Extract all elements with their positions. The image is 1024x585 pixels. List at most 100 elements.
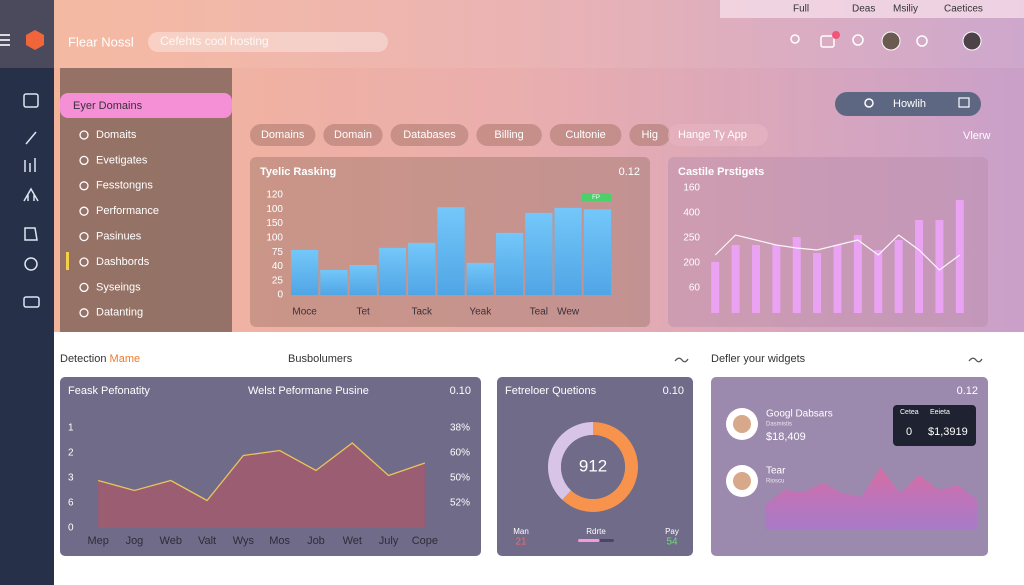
chart-badge: 0.12 <box>619 166 640 178</box>
y-tick-label: 40 <box>272 261 284 272</box>
nav-icon[interactable] <box>23 187 39 202</box>
collapse-icons <box>674 357 983 363</box>
stat-card <box>893 405 976 446</box>
y-tick-label: 1 <box>68 423 74 434</box>
bar <box>813 253 822 313</box>
bar <box>935 220 944 313</box>
card-header: Eeieta <box>930 409 950 416</box>
app-select[interactable] <box>668 124 768 146</box>
y-tick-label: 200 <box>683 258 700 269</box>
y-tick-label: 120 <box>266 190 283 201</box>
menu-item[interactable]: Datanting <box>96 307 143 319</box>
top-menu-item[interactable]: Deas <box>852 4 875 15</box>
menu-item[interactable]: Dashbords <box>96 256 150 268</box>
section-title-highlight: Mame <box>110 353 141 365</box>
x-tick-label: Mep <box>87 535 108 547</box>
filter-chip[interactable] <box>476 124 542 146</box>
chart-title: Tyelic Rasking <box>260 166 336 178</box>
filter-chip[interactable] <box>390 124 469 146</box>
top-menu-item[interactable]: Full <box>793 4 809 15</box>
x-tick-label: Jog <box>126 535 144 547</box>
menu-item[interactable]: Fesstongns <box>96 180 153 192</box>
user-icon[interactable] <box>790 34 800 44</box>
section-title: Detection Mame <box>60 353 140 365</box>
nav-icon[interactable] <box>24 158 36 172</box>
bar <box>525 212 553 295</box>
menu-item-icon <box>79 130 89 140</box>
avatar[interactable] <box>962 31 982 51</box>
bar <box>833 245 842 313</box>
legend-swatch <box>582 193 611 201</box>
view-link[interactable]: Vlerw <box>963 130 991 142</box>
bar <box>320 270 348 295</box>
bar <box>495 232 524 295</box>
x-tick-label: Valt <box>198 535 216 547</box>
menu-item[interactable]: Syseings <box>96 281 141 293</box>
top-menu-item[interactable]: Caetices <box>944 4 983 15</box>
menu-dropdown[interactable] <box>60 93 232 118</box>
menu-item[interactable]: Evetigates <box>96 154 148 166</box>
x-tick-label: Job <box>307 535 325 547</box>
search-button[interactable] <box>835 92 981 116</box>
chart-title: Feask Pefonatity <box>68 385 150 397</box>
line <box>97 442 426 502</box>
calendar-icon[interactable] <box>820 35 835 48</box>
line <box>714 234 961 271</box>
chart-badge: 0.10 <box>663 385 684 397</box>
avatar[interactable] <box>881 31 901 51</box>
y-tick-label: 3 <box>68 473 74 484</box>
y2-tick-label: 60% <box>450 448 470 459</box>
x-tick-label: July <box>379 535 399 547</box>
filter-chip-label: Databases <box>403 129 456 141</box>
notification-dot <box>832 31 840 39</box>
person-subtitle: Rioscu <box>766 479 784 485</box>
search-field[interactable] <box>148 32 388 52</box>
chart-title: Castile Prstigets <box>678 166 764 178</box>
stat-label: Rdrte <box>586 527 606 536</box>
avatar-face <box>733 472 751 490</box>
filter-chip[interactable] <box>323 124 383 146</box>
filter-chip[interactable] <box>250 124 316 146</box>
nav-icon[interactable] <box>25 131 37 145</box>
help-icon[interactable] <box>852 34 864 46</box>
filter-chip[interactable] <box>629 124 670 146</box>
filter-chip[interactable] <box>549 124 622 146</box>
section-title: Defler your widgets <box>711 353 806 365</box>
bar <box>731 245 740 313</box>
section-title-text: Detection <box>60 353 106 365</box>
logo[interactable] <box>26 30 44 50</box>
y2-tick-label: 38% <box>450 423 470 434</box>
card-value: $1,3919 <box>928 426 968 438</box>
x-tick-label: Tack <box>411 307 433 318</box>
menu-item[interactable]: Domaits <box>96 129 137 141</box>
bar <box>408 242 436 295</box>
bar <box>554 207 582 295</box>
chat-icon[interactable] <box>916 35 928 47</box>
search-placeholder: Cefehts cool hosting <box>160 34 269 48</box>
top-menu-item[interactable]: Msiliy <box>893 4 918 15</box>
y2-tick-label: 52% <box>450 498 470 509</box>
bar <box>378 247 407 295</box>
avatar-face <box>733 415 751 433</box>
nav-icon[interactable] <box>24 257 38 271</box>
menu-item[interactable]: Pasinues <box>96 231 142 243</box>
section-title: Busbolumers <box>288 353 353 365</box>
menu-item-icon <box>79 257 89 267</box>
collapse-icon[interactable] <box>674 357 689 363</box>
menu-item[interactable]: Performance <box>96 205 159 217</box>
area <box>765 468 977 530</box>
nav-icon[interactable] <box>24 227 38 241</box>
search-button-label: Howlih <box>893 98 926 110</box>
app-select-label: Hange Ty App <box>678 129 747 141</box>
dropdown-label: Eyer Domains <box>73 100 143 112</box>
chart-badge: 0.10 <box>450 385 471 397</box>
nav-icon[interactable] <box>23 93 39 108</box>
menu-icon[interactable] <box>0 34 10 46</box>
y-tick-label: 75 <box>272 247 284 258</box>
y-tick-label: 0 <box>68 523 74 534</box>
collapse-icon[interactable] <box>968 357 983 363</box>
bar <box>915 220 924 313</box>
nav-icon[interactable] <box>23 296 40 308</box>
filter-chip-label: Domain <box>334 129 372 141</box>
